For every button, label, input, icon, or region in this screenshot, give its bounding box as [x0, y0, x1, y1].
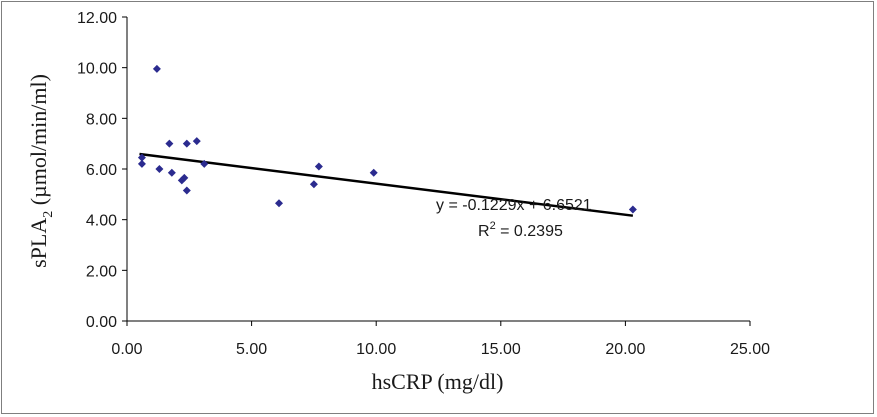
data-point: [137, 153, 146, 162]
y-tick-label: 0.00: [86, 314, 117, 331]
data-point: [200, 159, 209, 168]
data-point: [167, 168, 176, 177]
r-squared-sup: 2: [490, 220, 496, 232]
y-axis-title-rest: (µmol/min/ml): [26, 74, 51, 211]
y-tick-label: 12.00: [77, 10, 117, 27]
trend-line: [139, 152, 634, 217]
data-point: [152, 64, 161, 73]
data-point: [137, 159, 146, 168]
x-tick-label: 5.00: [236, 341, 267, 358]
x-tick-label: 20.00: [605, 341, 645, 358]
x-tick-label: 25.00: [730, 341, 770, 358]
y-tick-label: 10.00: [77, 61, 117, 78]
y-tick-label: 2.00: [86, 263, 117, 280]
data-point: [275, 199, 284, 208]
y-tick-label: 6.00: [86, 162, 117, 179]
data-point: [182, 186, 191, 195]
y-tick-label: 4.00: [86, 213, 117, 230]
y-axis-title: sPLA2 (µmol/min/ml): [26, 74, 56, 268]
data-point: [314, 162, 323, 171]
y-tick-label: 8.00: [86, 111, 117, 128]
y-axis-title-sub: 2: [41, 211, 56, 218]
x-tick-label: 0.00: [111, 341, 142, 358]
x-axis-ticks: 0.00 5.00 10.00 15.00 20.00 25.00: [111, 321, 770, 358]
y-axis-title-main: sPLA: [26, 218, 51, 268]
data-point: [192, 137, 201, 146]
x-tick-label: 15.00: [481, 341, 521, 358]
data-point: [165, 139, 174, 148]
data-point: [309, 180, 318, 189]
r-squared-prefix: R: [478, 223, 490, 240]
r-squared-value: = 0.2395: [496, 223, 563, 240]
x-axis-title: hsCRP (mg/dl): [372, 369, 504, 394]
trend-equation: y = -0.1229x + 6.6521: [436, 197, 592, 214]
data-point: [628, 205, 637, 214]
data-point: [369, 168, 378, 177]
y-axis-ticks: 0.00 2.00 4.00 6.00 8.00 10.00 12.00: [77, 10, 127, 331]
x-tick-label: 10.00: [356, 341, 396, 358]
data-point: [155, 165, 164, 173]
r-squared-label: R2 = 0.2395: [478, 220, 563, 240]
data-point: [180, 173, 189, 182]
data-point: [182, 139, 191, 148]
data-points: [137, 64, 637, 214]
